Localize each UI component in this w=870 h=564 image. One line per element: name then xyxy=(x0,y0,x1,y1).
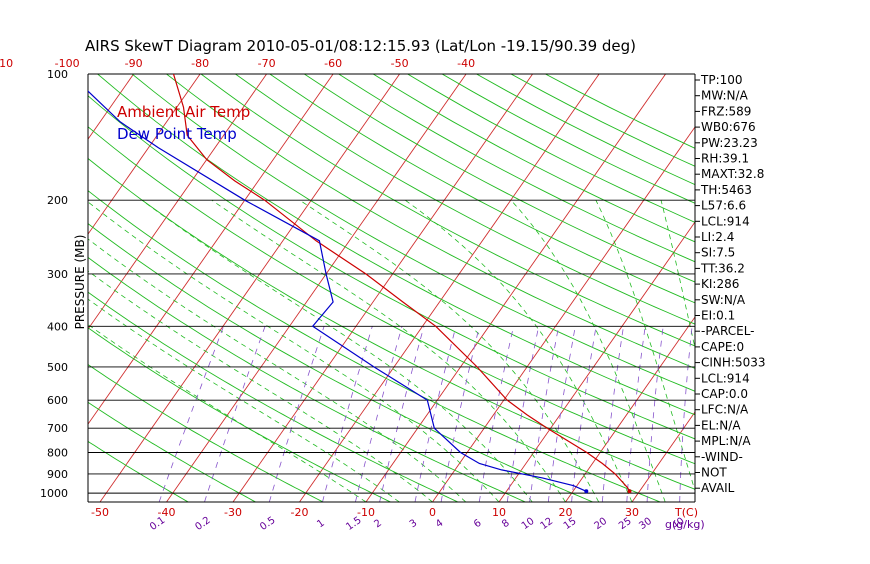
index-label: AVAIL xyxy=(701,481,735,495)
index-label: EI:0.1 xyxy=(701,309,735,323)
pressure-tick-label: 700 xyxy=(47,422,68,435)
index-label: CAP:0.0 xyxy=(701,387,748,401)
mixing-ratio-unit-label: g(g/kg) xyxy=(665,518,705,531)
index-label: SW:N/A xyxy=(701,293,746,307)
index-label: PW:23.23 xyxy=(701,136,758,150)
pressure-tick-label: 800 xyxy=(47,447,68,460)
bottom-temperature-tick-label: -20 xyxy=(291,506,309,519)
bottom-temperature-tick-label: -30 xyxy=(224,506,242,519)
chart-title: AIRS SkewT Diagram 2010-05-01/08:12:15.9… xyxy=(85,37,636,55)
legend-entry: Dew Point Temp xyxy=(117,125,237,143)
index-label: L57:6.6 xyxy=(701,199,746,213)
temperature-surface-point xyxy=(628,489,632,493)
index-label: TH:5463 xyxy=(700,183,752,197)
index-label: -WIND- xyxy=(701,450,743,464)
pressure-tick-label: 1000 xyxy=(40,487,68,500)
top-temperature-tick-label: -90 xyxy=(125,57,143,70)
index-label: WB0:676 xyxy=(701,120,756,134)
top-temperature-tick-label: -70 xyxy=(258,57,276,70)
bottom-temperature-tick-label: -50 xyxy=(91,506,109,519)
index-label: CAPE:0 xyxy=(701,340,744,354)
index-label: MAXT:32.8 xyxy=(701,167,764,181)
index-label: MW:N/A xyxy=(701,89,749,103)
top-temperature-tick-label: -80 xyxy=(191,57,209,70)
top-temperature-tick-label: -110 xyxy=(0,57,13,70)
pressure-tick-label: 300 xyxy=(47,268,68,281)
bottom-temperature-tick-label: 10 xyxy=(492,506,506,519)
bottom-temperature-tick-label: -10 xyxy=(357,506,375,519)
pressure-tick-label: 200 xyxy=(47,194,68,207)
index-label: CINH:5033 xyxy=(701,356,766,370)
index-label: TP:100 xyxy=(700,73,743,87)
pressure-tick-label: 600 xyxy=(47,394,68,407)
pressure-tick-label: 400 xyxy=(47,320,68,333)
index-label: KI:286 xyxy=(701,277,739,291)
index-label: LI:2.4 xyxy=(701,230,734,244)
index-label: LCL:914 xyxy=(701,214,750,228)
index-label: SI:7.5 xyxy=(701,246,735,260)
index-label: TT:36.2 xyxy=(700,261,745,275)
index-label: FRZ:589 xyxy=(701,104,751,118)
index-label: LCL:914 xyxy=(701,371,750,385)
top-temperature-tick-label: -50 xyxy=(391,57,409,70)
legend-entry: Ambient Air Temp xyxy=(117,103,250,121)
index-label: LFC:N/A xyxy=(701,403,749,417)
pressure-tick-label: 900 xyxy=(47,468,68,481)
index-label: -PARCEL- xyxy=(701,324,755,338)
index-label: EL:N/A xyxy=(701,418,741,432)
top-temperature-tick-label: -100 xyxy=(55,57,80,70)
bottom-temperature-tick-label: 0 xyxy=(429,506,436,519)
index-label: RH:39.1 xyxy=(701,152,749,166)
index-label: MPL:N/A xyxy=(701,434,751,448)
y-axis-label: PRESSURE (MB) xyxy=(73,235,87,330)
index-label: NOT xyxy=(701,466,727,480)
top-temperature-tick-label: -40 xyxy=(457,57,475,70)
dewpoint-surface-point xyxy=(584,489,588,493)
pressure-tick-label: 500 xyxy=(47,361,68,374)
top-temperature-tick-label: -60 xyxy=(324,57,342,70)
